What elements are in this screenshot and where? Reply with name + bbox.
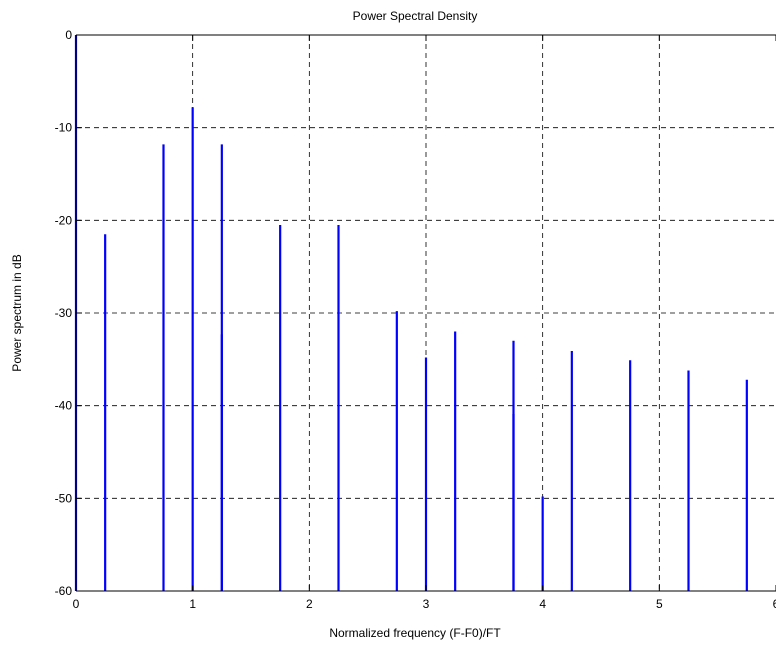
chart-title: Power Spectral Density — [353, 9, 478, 23]
x-tick-label: 1 — [189, 597, 196, 611]
y-tick-label: -50 — [55, 491, 73, 505]
y-tick-label: -30 — [55, 306, 73, 320]
x-tick-label: 6 — [773, 597, 776, 611]
x-axis-title: Normalized frequency (F-F0)/FT — [329, 626, 501, 640]
y-tick-label: -20 — [55, 213, 73, 227]
x-tick-label: 4 — [539, 597, 546, 611]
y-tick-label: -60 — [55, 584, 73, 598]
y-axis-title: Power spectrum in dB — [10, 254, 24, 371]
x-tick-label: 2 — [306, 597, 313, 611]
y-tick-label: -40 — [55, 399, 73, 413]
x-tick-label: 0 — [73, 597, 80, 611]
x-tick-label: 3 — [423, 597, 430, 611]
y-tick-label: -10 — [55, 121, 73, 135]
y-tick-label: 0 — [65, 28, 72, 42]
x-tick-label: 5 — [656, 597, 663, 611]
